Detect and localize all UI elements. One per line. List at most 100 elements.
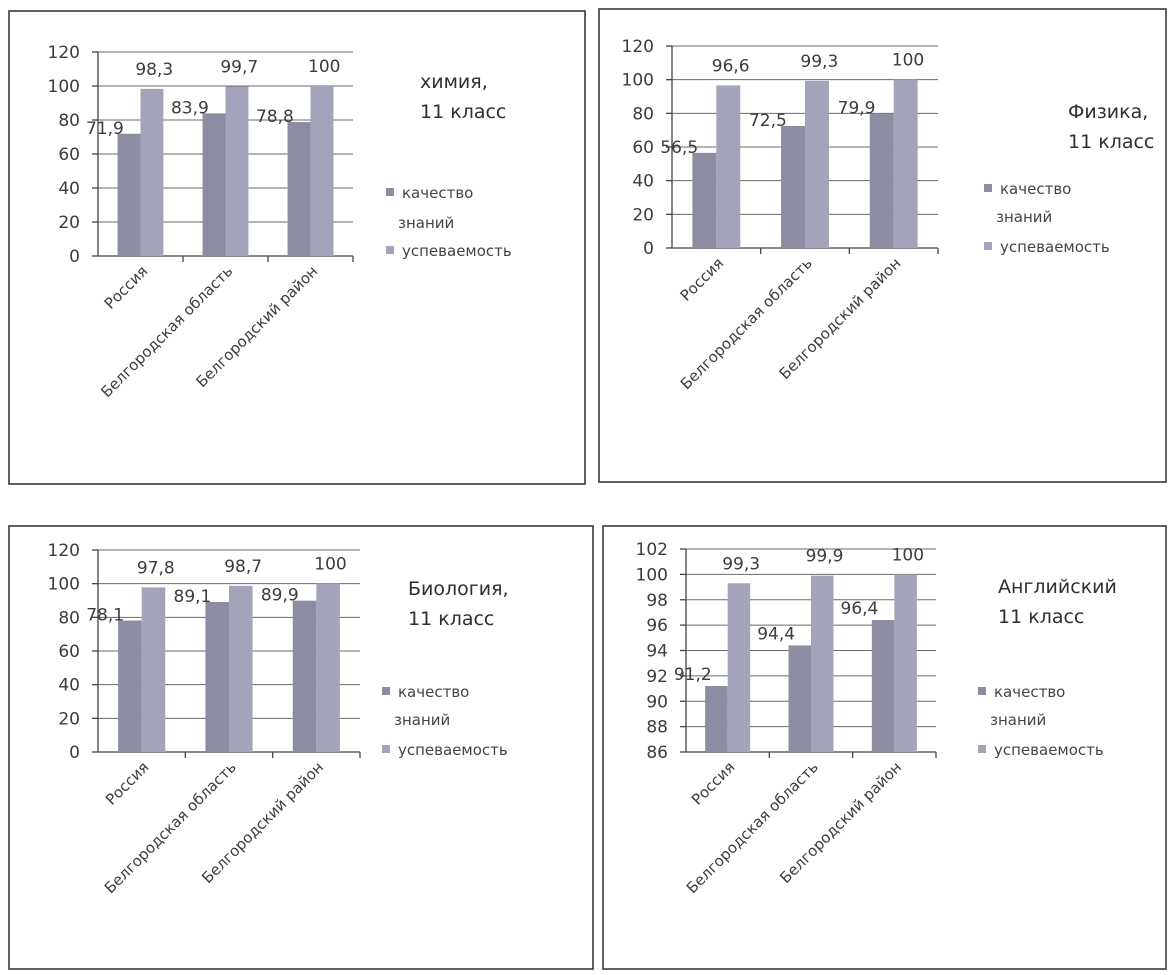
data-label-quality: 89,9 <box>261 586 299 606</box>
data-label-quality: 89,1 <box>174 587 212 607</box>
legend-swatch <box>386 188 394 196</box>
y-tick-label: 80 <box>58 111 80 131</box>
y-tick-label: 88 <box>646 718 668 738</box>
data-label-success: 100 <box>892 545 924 565</box>
y-tick-label: 40 <box>58 676 80 696</box>
chart-frame <box>598 8 1167 483</box>
y-tick-label: 100 <box>48 77 80 97</box>
chart-title-line: Английский <box>998 576 1117 598</box>
bar-success <box>893 79 918 249</box>
y-tick-label: 20 <box>58 213 80 233</box>
bar-success <box>310 86 334 256</box>
data-label-success: 96,6 <box>712 56 750 76</box>
y-tick-label: 60 <box>632 138 654 158</box>
bar-quality <box>788 645 811 752</box>
y-tick-label: 90 <box>646 692 668 712</box>
legend-swatch <box>984 184 992 192</box>
chart-frame <box>8 10 586 485</box>
y-tick-label: 40 <box>58 179 80 199</box>
bar-quality <box>202 113 226 257</box>
legend-label: успеваемость <box>1000 238 1110 256</box>
bar-success <box>894 574 917 752</box>
bar-success <box>225 86 249 256</box>
y-tick-label: 20 <box>58 709 80 729</box>
y-tick-label: 0 <box>643 239 654 259</box>
legend-label: успеваемость <box>398 741 508 759</box>
legend-label: качество <box>398 683 469 701</box>
y-tick-label: 0 <box>69 247 80 267</box>
chart-title-line: 11 класс <box>408 608 494 630</box>
data-label-success: 100 <box>892 51 924 71</box>
y-tick-label: 100 <box>48 575 80 595</box>
data-label-success: 98,7 <box>224 557 262 577</box>
chart-english: 86 88 90 92 94 96 98 100 102 91,2 99,3 Россия 94,4 99… <box>602 525 1167 970</box>
chart-title-line: Физика, <box>1068 101 1148 123</box>
data-label-success: 99,3 <box>722 554 760 574</box>
y-tick-label: 20 <box>632 205 654 225</box>
y-tick-label: 92 <box>646 667 668 687</box>
data-label-success: 99,7 <box>220 58 258 78</box>
bar-success <box>141 587 166 752</box>
chart-frame <box>8 525 594 970</box>
legend-swatch <box>978 745 986 753</box>
y-tick-label: 60 <box>58 145 80 165</box>
data-label-success: 99,9 <box>806 547 844 567</box>
data-label-quality: 91,2 <box>674 665 712 685</box>
legend-swatch <box>978 687 986 695</box>
data-label-quality: 96,4 <box>841 599 879 619</box>
y-tick-label: 60 <box>58 642 80 662</box>
data-label-quality: 83,9 <box>171 98 209 118</box>
chart-title-line: 11 класс <box>420 101 506 123</box>
y-tick-label: 86 <box>646 743 668 763</box>
chart-chemistry: 0 20 40 60 80 100 120 71,9 98,3 Россия 83,9 99,7 Бел… <box>8 10 586 485</box>
data-label-quality: 78,8 <box>256 107 294 127</box>
bar-success <box>811 575 834 752</box>
y-tick-label: 94 <box>646 642 668 662</box>
y-tick-label: 40 <box>632 172 654 192</box>
data-label-quality: 78,1 <box>86 606 124 626</box>
x-category-label: Россия <box>677 254 728 305</box>
chart-title-line: 11 класс <box>1068 131 1154 153</box>
legend-swatch <box>984 242 992 250</box>
chart-svg: 86 88 90 92 94 96 98 100 102 91,2 99,3 Россия 94,4 99… <box>602 525 1167 970</box>
bar-quality <box>287 122 311 256</box>
legend-label: качество <box>402 184 473 202</box>
legend-swatch <box>382 687 390 695</box>
bar-quality <box>869 113 894 248</box>
data-label-quality: 79,9 <box>838 99 876 119</box>
legend-label: качество <box>1000 180 1071 198</box>
data-label-quality: 72,5 <box>749 111 787 131</box>
x-category-label: Россия <box>102 758 153 809</box>
bar-quality <box>871 620 895 752</box>
bar-quality <box>205 602 229 752</box>
chart-svg: 02040608010012078,197,8Россия89,198,7Бел… <box>8 525 594 970</box>
y-tick-label: 120 <box>622 37 654 57</box>
y-tick-label: 96 <box>646 616 668 636</box>
y-tick-label: 100 <box>622 71 654 91</box>
legend-swatch <box>382 745 390 753</box>
y-tick-label: 80 <box>58 608 80 628</box>
y-tick-label: 80 <box>632 104 654 124</box>
y-tick-label: 100 <box>636 565 668 585</box>
x-category-label: Россия <box>688 758 739 809</box>
bar-quality <box>692 152 717 248</box>
bar-success <box>140 88 164 256</box>
bar-quality <box>705 686 728 752</box>
chart-title-line: 11 класс <box>998 606 1084 628</box>
bar-success <box>727 583 751 752</box>
legend-label: успеваемость <box>994 741 1104 759</box>
bar-quality <box>781 125 805 248</box>
data-label-success: 97,8 <box>137 558 175 578</box>
data-label-success: 100 <box>314 555 346 575</box>
bar-success <box>716 85 741 248</box>
data-label-success: 99,3 <box>800 52 838 72</box>
data-label-success: 100 <box>308 57 340 77</box>
legend-label: качество <box>994 683 1065 701</box>
data-label-quality: 71,9 <box>86 119 124 139</box>
bar-quality <box>117 133 141 256</box>
chart-svg: 02040608010012071,998,3Россия83,999,7Бел… <box>8 10 586 485</box>
data-label-quality: 56,5 <box>660 138 698 158</box>
chart-biology: 0 20 40 60 80 100 120 78,1 97,8 Россия 89,1 98,7 Бел… <box>8 525 594 970</box>
bar-success <box>805 80 829 248</box>
legend-label: знаний <box>990 711 1046 729</box>
